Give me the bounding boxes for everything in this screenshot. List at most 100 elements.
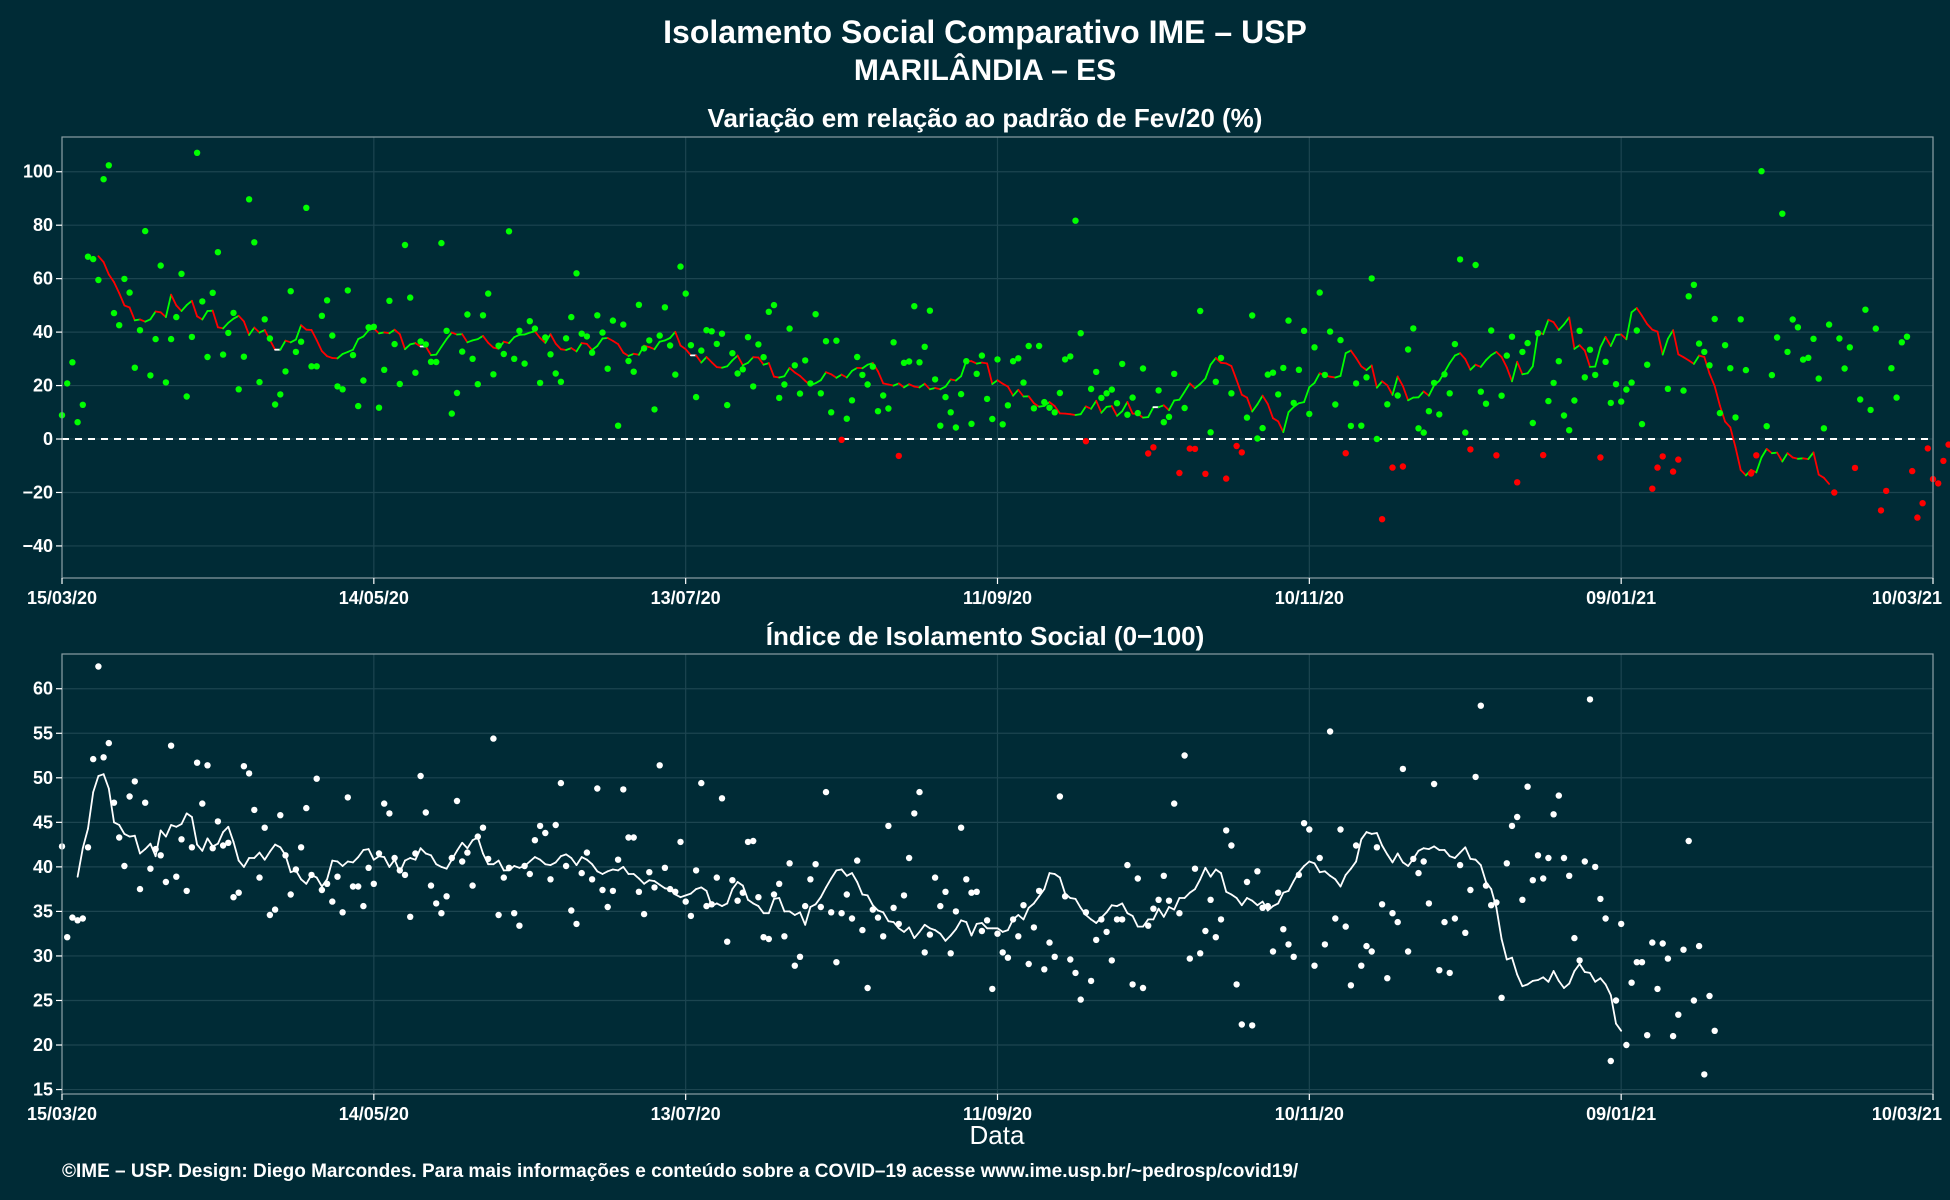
- moving-average-segment: [1500, 356, 1508, 369]
- moving-average-segment: [1386, 384, 1394, 396]
- data-point: [1571, 934, 1578, 942]
- data-point: [729, 350, 736, 357]
- data-point: [1228, 842, 1235, 849]
- footer-credits: ©IME – USP. Design: Diego Marcondes. Par…: [62, 1161, 1299, 1182]
- moving-average-segment: [1308, 860, 1316, 865]
- data-point: [147, 865, 154, 872]
- data-point: [266, 911, 274, 919]
- moving-average-segment: [482, 334, 490, 344]
- data-point: [479, 312, 487, 319]
- data-point: [552, 370, 559, 377]
- moving-average-segment: [622, 351, 630, 357]
- moving-average-segment: [653, 880, 661, 886]
- moving-average-segment: [1713, 385, 1721, 407]
- data-point: [1451, 915, 1459, 922]
- data-point: [329, 898, 336, 905]
- data-point: [1456, 256, 1464, 263]
- x-tick-label: 15/03/20: [27, 1104, 97, 1124]
- data-point: [838, 910, 845, 917]
- data-point: [1644, 1032, 1651, 1039]
- moving-average-segment: [596, 337, 604, 347]
- data-point: [1462, 929, 1469, 936]
- data-point: [131, 778, 138, 785]
- moving-average-segment: [710, 361, 718, 369]
- moving-average-segment: [788, 366, 796, 374]
- data-point: [100, 176, 107, 183]
- data-point: [890, 904, 897, 911]
- moving-average-segment: [128, 306, 136, 322]
- data-point: [433, 900, 440, 907]
- data-point: [578, 869, 585, 877]
- data-point: [1311, 344, 1318, 351]
- data-point: [698, 347, 705, 354]
- x-tick-label: 10/03/21: [1872, 1104, 1942, 1124]
- data-point: [848, 397, 856, 404]
- data-point: [277, 391, 284, 398]
- moving-average-segment: [1505, 366, 1513, 383]
- moving-average-segment: [497, 859, 505, 872]
- data-point: [911, 303, 918, 310]
- data-point: [547, 351, 554, 358]
- data-point: [786, 860, 793, 867]
- moving-average-segment: [268, 843, 277, 853]
- data-point: [84, 253, 92, 260]
- moving-average-segment: [1511, 956, 1519, 976]
- data-point: [1399, 765, 1407, 773]
- data-point: [1909, 467, 1916, 475]
- moving-average-segment: [216, 831, 225, 845]
- data-point: [703, 327, 710, 334]
- data-point: [1197, 307, 1204, 315]
- moving-average-segment: [715, 902, 723, 907]
- moving-average-segment: [1147, 406, 1155, 419]
- data-point: [952, 908, 960, 915]
- data-point: [1441, 918, 1448, 926]
- moving-average-segment: [1464, 358, 1472, 371]
- moving-average-segment: [1360, 831, 1368, 841]
- data-point: [854, 857, 861, 864]
- moving-average-segment: [674, 893, 682, 899]
- moving-average-segment: [591, 345, 599, 351]
- y-tick-label: 60: [33, 269, 53, 289]
- data-point: [1753, 452, 1760, 459]
- data-point: [1581, 858, 1589, 865]
- moving-average-segment: [1428, 384, 1435, 397]
- index-x-ticks: 15/03/20 14/05/20 13/07/20 11/09/20 10/11/20…: [27, 1094, 1942, 1124]
- data-point: [90, 255, 97, 263]
- moving-average-segment: [1417, 390, 1425, 399]
- moving-average-segment: [227, 317, 235, 324]
- data-point: [869, 906, 876, 913]
- y-tick-label: 40: [33, 857, 53, 877]
- data-point: [1924, 445, 1932, 452]
- data-point: [1883, 487, 1890, 495]
- data-point: [776, 394, 783, 402]
- data-point: [1025, 960, 1032, 968]
- data-point: [386, 810, 393, 817]
- moving-average-segment: [372, 855, 380, 861]
- data-point: [1243, 414, 1251, 421]
- moving-average-segment: [1469, 363, 1477, 371]
- data-point: [303, 804, 310, 812]
- data-point: [381, 800, 388, 807]
- moving-average-segment: [944, 378, 952, 388]
- data-point: [297, 844, 305, 851]
- data-point: [1701, 1071, 1708, 1078]
- data-point: [225, 329, 232, 337]
- moving-average-segment: [237, 859, 245, 868]
- data-point: [1212, 934, 1220, 941]
- moving-average-segment: [466, 339, 474, 344]
- data-point: [916, 788, 923, 796]
- data-point: [1389, 464, 1396, 471]
- moving-average-segment: [1157, 907, 1165, 918]
- data-point: [1072, 969, 1079, 977]
- moving-average-segment: [1531, 331, 1539, 368]
- data-point: [1721, 342, 1729, 349]
- moving-average-segment: [294, 324, 303, 341]
- moving-average-segment: [731, 354, 739, 362]
- data-point: [1347, 982, 1355, 989]
- data-point: [1534, 330, 1542, 337]
- data-point: [142, 227, 149, 235]
- data-point: [1425, 408, 1433, 415]
- data-point: [459, 348, 466, 355]
- moving-average-segment: [1001, 382, 1009, 388]
- moving-average-segment: [315, 339, 323, 353]
